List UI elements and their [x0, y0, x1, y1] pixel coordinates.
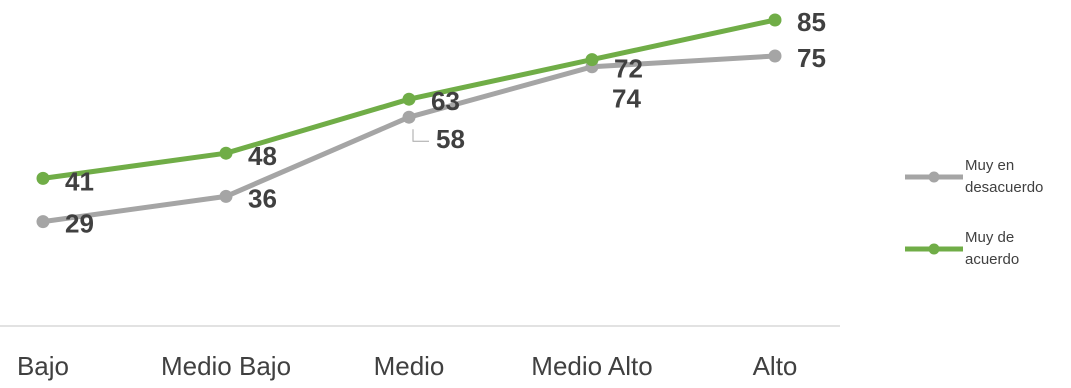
data-point: [402, 92, 416, 106]
x-tick-label: Alto: [753, 351, 798, 381]
data-point: [219, 146, 233, 160]
data-label: 75: [797, 43, 826, 73]
data-point: [36, 215, 50, 229]
data-label: 85: [797, 7, 826, 37]
legend-marker: [928, 171, 940, 183]
x-tick-label: Medio Bajo: [161, 351, 291, 381]
legend-swatch: [905, 171, 963, 183]
series-line: [42, 53, 776, 225]
legend: Muy en desacuerdo Muy de acuerdo: [905, 155, 1065, 299]
leader-line: [412, 129, 429, 142]
legend-item: Muy de acuerdo: [905, 227, 1065, 271]
legend-marker: [928, 243, 940, 255]
legend-item: Muy en desacuerdo: [905, 155, 1065, 199]
data-label: 58: [436, 124, 465, 154]
legend-label: Muy en desacuerdo: [965, 157, 1044, 196]
data-point: [768, 49, 782, 63]
data-point: [402, 110, 416, 124]
data-point: [219, 189, 233, 203]
x-tick-label: Medio: [374, 351, 445, 381]
data-label: 41: [65, 166, 94, 196]
legend-swatch: [905, 243, 963, 255]
x-tick-label: Medio Alto: [531, 351, 652, 381]
data-point: [768, 13, 782, 27]
data-point: [585, 53, 599, 67]
data-label: 36: [248, 183, 277, 213]
data-label: 74: [612, 83, 641, 113]
plot-area: Bajo Medio Bajo Medio Medio Alto Alto 29 36 58 7…: [0, 7, 840, 381]
data-label: 48: [248, 141, 277, 171]
legend-label: Muy de acuerdo: [965, 229, 1020, 268]
data-label: 63: [431, 86, 460, 116]
x-tick-label: Bajo: [17, 351, 69, 381]
data-label: 72: [614, 54, 643, 84]
data-point: [36, 171, 50, 185]
data-label: 29: [65, 208, 94, 238]
